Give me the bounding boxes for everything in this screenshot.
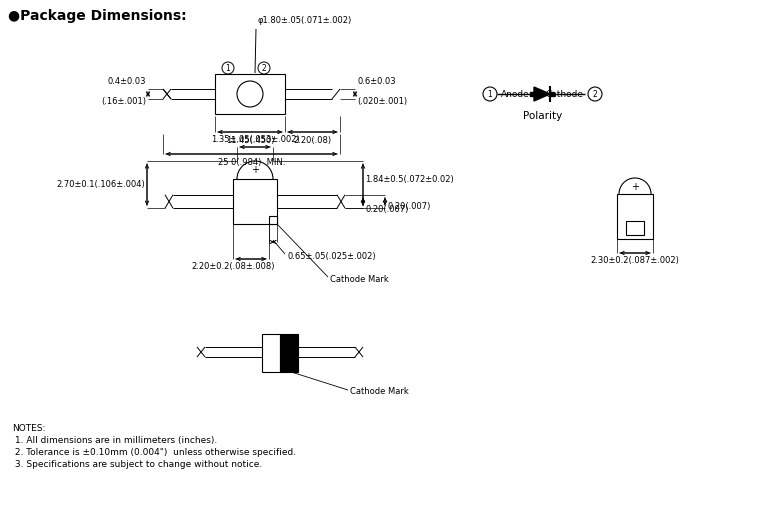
Bar (269, 216, 277, 224)
Text: 0.4±0.03: 0.4±0.03 (108, 76, 146, 86)
Text: Polarity: Polarity (523, 111, 562, 121)
Text: 2.20(.08): 2.20(.08) (293, 135, 331, 145)
Text: Cathode Mark: Cathode Mark (350, 387, 409, 397)
Text: NOTES:: NOTES: (12, 424, 45, 433)
Text: -: - (632, 223, 637, 233)
Text: 0.6±0.03: 0.6±0.03 (357, 76, 396, 86)
Text: (.16±.001): (.16±.001) (101, 97, 146, 105)
Text: 1. All dimensions are in millimeters (inches).: 1. All dimensions are in millimeters (in… (12, 436, 217, 445)
Text: 2. Tolerance is ±0.10mm (0.004")  unless otherwise specified.: 2. Tolerance is ±0.10mm (0.004") unless … (12, 448, 296, 457)
Text: 1.35±.05(.053±.002): 1.35±.05(.053±.002) (210, 134, 300, 144)
Text: 2.70±0.1(.106±.004): 2.70±0.1(.106±.004) (56, 180, 145, 189)
Text: +: + (631, 182, 639, 192)
Text: φ1.80±.05(.071±.002): φ1.80±.05(.071±.002) (258, 16, 352, 25)
Text: 0.20(.007): 0.20(.007) (387, 202, 431, 211)
Bar (233, 179, 277, 224)
Text: +: + (245, 89, 255, 99)
Polygon shape (534, 87, 550, 101)
Text: 2: 2 (262, 64, 266, 72)
Text: Cathode Mark: Cathode Mark (330, 274, 389, 284)
Text: 1.84±0.5(.072±0.02): 1.84±0.5(.072±0.02) (365, 175, 454, 184)
Text: 0.20(.007): 0.20(.007) (365, 205, 408, 214)
Text: 2.30±0.2(.087±.002): 2.30±0.2(.087±.002) (591, 257, 680, 266)
Text: ●Package Dimensions:: ●Package Dimensions: (8, 9, 186, 23)
Text: Cathode: Cathode (546, 90, 584, 99)
Text: 0.65±.05(.025±.002): 0.65±.05(.025±.002) (287, 251, 376, 261)
Text: +: + (251, 165, 259, 175)
Text: 2.20±0.2(.08±.008): 2.20±0.2(.08±.008) (191, 263, 275, 271)
Text: 25 0(.984)  MIN.: 25 0(.984) MIN. (218, 157, 286, 166)
Text: 1: 1 (226, 64, 230, 72)
Text: 1: 1 (487, 90, 493, 99)
Bar (215, 74, 285, 114)
Text: (.020±.001): (.020±.001) (357, 97, 407, 105)
Bar (550, 92, 554, 96)
Ellipse shape (237, 81, 263, 107)
Bar (530, 92, 534, 96)
Text: 11.45(.450): 11.45(.450) (226, 135, 274, 145)
Bar (280, 334, 298, 372)
Text: 2: 2 (593, 90, 598, 99)
Text: Anode: Anode (501, 90, 529, 99)
Text: 3. Specifications are subject to change without notice.: 3. Specifications are subject to change … (12, 460, 262, 469)
Bar (262, 334, 280, 372)
Bar (626, 221, 644, 235)
Bar (617, 194, 653, 239)
